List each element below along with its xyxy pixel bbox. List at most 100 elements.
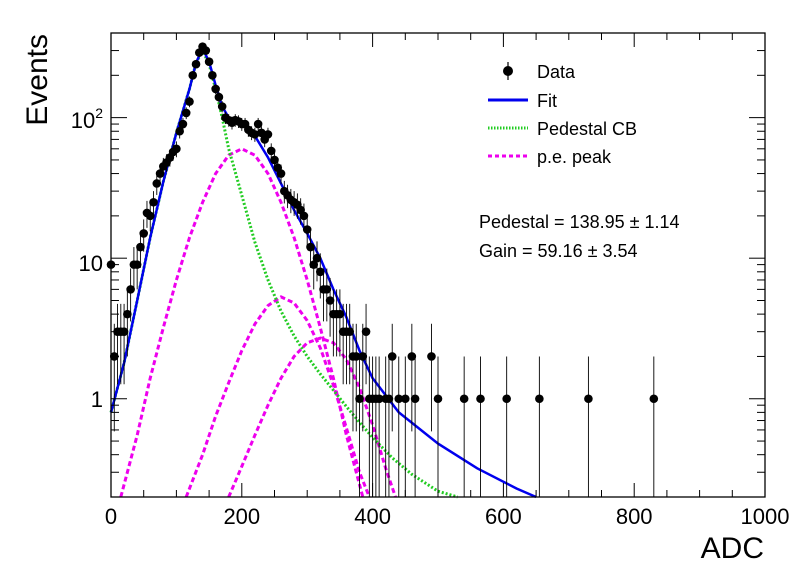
legend-item-pe-peak: p.e. peak <box>488 147 612 167</box>
data-marker <box>433 394 443 404</box>
data-marker <box>250 130 260 139</box>
y-tick-label-exponent: 2 <box>95 105 103 121</box>
y-tick-label-base: 10 <box>71 108 95 133</box>
data-point <box>266 143 276 160</box>
gain-annotation: Gain = 59.16 ± 3.54 <box>479 241 638 261</box>
x-tick-label: 200 <box>223 504 260 529</box>
data-marker <box>401 394 410 404</box>
data-point <box>217 101 227 113</box>
data-point <box>119 303 129 385</box>
x-axis-title: ADC <box>701 532 764 565</box>
data-marker <box>172 144 181 154</box>
x-tick-labels: 0 200 400 600 800 1000 <box>105 504 790 529</box>
data-points <box>106 42 659 497</box>
pedestal-annotation: Pedestal = 138.95 ± 1.14 <box>479 212 680 232</box>
data-point <box>309 247 319 290</box>
data-marker <box>345 327 355 336</box>
x-tick-label: 1000 <box>741 504 790 529</box>
data-point <box>401 356 410 497</box>
legend: Data Fit Pedestal CB p.e. peak <box>488 62 637 167</box>
data-marker <box>312 253 322 263</box>
data-point <box>201 46 211 55</box>
data-point <box>407 323 417 432</box>
data-point <box>208 71 217 80</box>
data-marker <box>427 352 436 361</box>
pe-peak-curve <box>184 295 371 498</box>
legend-label-fit: Fit <box>537 91 557 111</box>
data-point <box>306 231 315 268</box>
data-marker <box>374 394 384 404</box>
data-marker <box>152 179 162 188</box>
legend-data-marker <box>503 66 513 76</box>
data-marker <box>351 352 361 361</box>
data-point <box>322 268 332 322</box>
data-marker <box>306 242 315 252</box>
data-marker <box>322 285 332 294</box>
data-point <box>123 289 132 357</box>
legend-label-data: Data <box>537 62 576 82</box>
data-marker <box>145 211 155 221</box>
data-point <box>139 219 148 252</box>
data-marker <box>201 46 211 55</box>
data-point <box>312 241 322 282</box>
data-point <box>335 289 345 357</box>
data-marker <box>335 309 345 319</box>
data-marker <box>459 394 469 404</box>
pe-peak-curve <box>227 336 397 498</box>
data-marker <box>387 352 397 361</box>
data-marker <box>476 394 485 404</box>
data-point <box>535 356 544 497</box>
data-marker <box>119 327 129 336</box>
legend-item-pedestal: Pedestal CB <box>488 119 637 139</box>
data-point <box>126 268 135 322</box>
data-point <box>433 356 443 497</box>
data-point <box>149 191 158 216</box>
data-marker <box>535 394 544 404</box>
data-marker <box>253 119 263 129</box>
data-marker <box>309 260 319 269</box>
data-marker <box>394 394 404 404</box>
data-point <box>204 57 214 66</box>
data-point <box>355 356 364 497</box>
data-marker <box>407 352 417 361</box>
data-point <box>214 92 224 103</box>
data-point <box>191 59 201 69</box>
data-marker <box>155 169 165 178</box>
data-marker <box>410 394 420 404</box>
data-point <box>476 356 485 497</box>
data-point <box>374 356 384 497</box>
data-point <box>459 356 469 497</box>
data-marker <box>136 242 145 252</box>
data-marker <box>276 169 286 178</box>
y-tick-label: 10 <box>79 251 103 276</box>
data-point <box>181 107 191 120</box>
data-point <box>584 356 593 497</box>
data-point <box>358 323 368 432</box>
data-point <box>427 323 436 432</box>
data-marker <box>175 126 184 136</box>
x-tick-label: 600 <box>485 504 522 529</box>
data-marker <box>584 394 593 404</box>
data-marker <box>149 197 158 207</box>
x-tick-label: 0 <box>105 504 117 529</box>
data-marker <box>191 59 201 69</box>
data-marker <box>325 296 335 305</box>
data-marker <box>361 327 371 336</box>
data-marker <box>185 97 194 106</box>
y-tick-label: 1 <box>91 387 103 412</box>
data-point <box>178 117 188 131</box>
data-marker <box>188 71 198 80</box>
data-point <box>649 356 659 497</box>
y-tick-label-base: 10 <box>79 251 103 276</box>
data-point <box>152 173 162 195</box>
data-point <box>211 84 220 94</box>
data-marker <box>181 108 191 118</box>
data-point <box>384 356 394 497</box>
data-point <box>302 215 312 248</box>
data-point <box>394 356 404 497</box>
data-point <box>136 231 145 268</box>
data-point <box>145 203 155 232</box>
data-marker <box>123 309 132 319</box>
data-point <box>387 323 397 432</box>
data-point <box>253 117 263 131</box>
